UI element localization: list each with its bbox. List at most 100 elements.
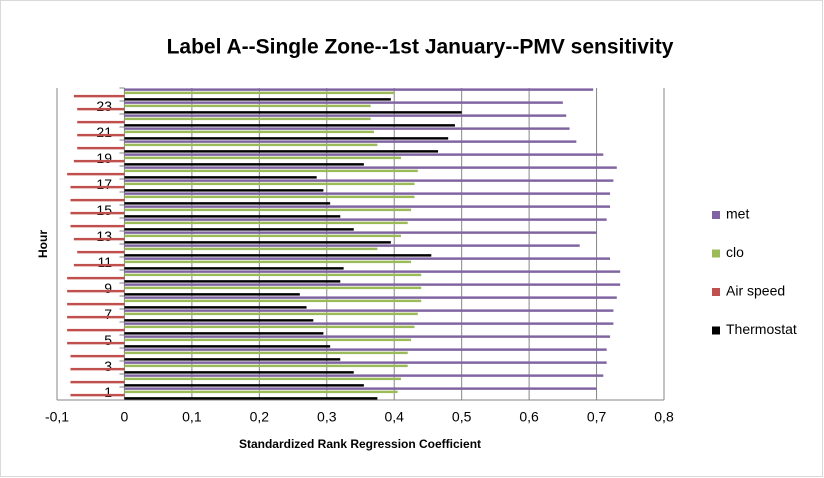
y-tick-label: 21	[96, 124, 112, 140]
bar	[124, 374, 604, 377]
legend-label: Air speed	[726, 283, 785, 299]
bar	[67, 172, 125, 176]
bar	[124, 140, 577, 143]
y-tick-label: 9	[104, 280, 112, 296]
y-axis-label: Hour	[36, 230, 50, 258]
x-tick-label: 0,8	[654, 409, 674, 425]
bar	[124, 169, 418, 173]
bar	[124, 319, 314, 322]
bar	[124, 218, 607, 221]
y-tick-label: 17	[96, 176, 112, 192]
bar	[124, 127, 570, 130]
bar	[124, 234, 401, 238]
bar	[124, 348, 607, 351]
y-tick-label: 11	[97, 254, 112, 270]
bar	[124, 244, 580, 247]
bar	[73, 237, 125, 241]
x-tick-label: 0,3	[317, 409, 337, 425]
bar	[124, 280, 341, 283]
bar	[124, 254, 432, 257]
bar	[124, 377, 401, 381]
bar	[124, 286, 422, 290]
bar	[124, 91, 395, 95]
bar	[124, 143, 378, 147]
bar	[124, 270, 621, 273]
legend-swatch	[712, 211, 720, 219]
y-tick-label: 13	[96, 228, 112, 244]
bar	[77, 250, 125, 254]
bar	[70, 367, 125, 371]
y-tick-label: 15	[96, 202, 112, 218]
bar	[124, 293, 300, 296]
bar	[70, 380, 125, 384]
bar	[70, 185, 125, 189]
bar	[124, 312, 418, 316]
bar	[124, 231, 597, 234]
bar	[124, 325, 415, 329]
bar	[77, 146, 125, 150]
bar	[124, 335, 611, 338]
bar	[67, 276, 125, 280]
legend-swatch	[712, 326, 720, 335]
bar	[124, 130, 374, 134]
bar	[124, 88, 594, 91]
bar	[124, 273, 422, 277]
bar	[124, 260, 412, 264]
bar	[124, 345, 331, 348]
chart-title: Label A--Single Zone--1st January--PMV s…	[167, 36, 674, 59]
bar	[124, 306, 307, 309]
bar	[124, 101, 563, 104]
bar	[124, 257, 611, 260]
x-tick-label: -0,1	[45, 409, 69, 425]
bar	[124, 351, 408, 355]
bar	[70, 393, 125, 397]
bar	[124, 179, 614, 182]
bar	[124, 299, 422, 303]
bar	[124, 156, 401, 160]
bar	[124, 221, 408, 225]
y-tick-label: 23	[96, 98, 112, 114]
bar	[124, 384, 364, 387]
bar	[124, 153, 604, 156]
legend-label: clo	[726, 244, 744, 260]
bar	[124, 189, 324, 192]
bar	[124, 117, 371, 121]
legend-swatch	[712, 249, 720, 258]
bar	[124, 309, 614, 312]
x-tick-label: 0	[121, 409, 129, 425]
bar	[124, 338, 412, 342]
x-tick-label: 0,5	[452, 409, 472, 425]
y-tick-label: 1	[104, 384, 112, 400]
bar	[124, 267, 344, 270]
bar	[124, 114, 567, 117]
bar	[124, 332, 324, 335]
bar	[124, 163, 364, 166]
bar	[124, 228, 354, 231]
bar	[124, 397, 378, 400]
bar	[124, 247, 378, 251]
bar	[67, 315, 125, 319]
bar	[124, 241, 391, 244]
bar	[67, 341, 125, 345]
y-tick-label: 7	[104, 306, 112, 322]
bar	[124, 322, 614, 325]
legend-label: met	[726, 206, 749, 222]
bar	[124, 296, 617, 299]
bar	[124, 361, 607, 364]
legend-label: Thermostat	[726, 321, 797, 337]
bar	[124, 208, 412, 212]
bar	[73, 94, 125, 98]
bar	[124, 176, 317, 179]
bar	[70, 198, 125, 202]
bar	[124, 111, 462, 114]
bar	[124, 192, 611, 195]
bar	[70, 354, 125, 358]
bar	[70, 211, 125, 215]
x-tick-label: 0,4	[384, 409, 404, 425]
bar	[124, 202, 331, 205]
bar	[124, 358, 341, 361]
bar	[124, 215, 341, 218]
bar	[124, 166, 617, 169]
bar	[124, 387, 597, 390]
